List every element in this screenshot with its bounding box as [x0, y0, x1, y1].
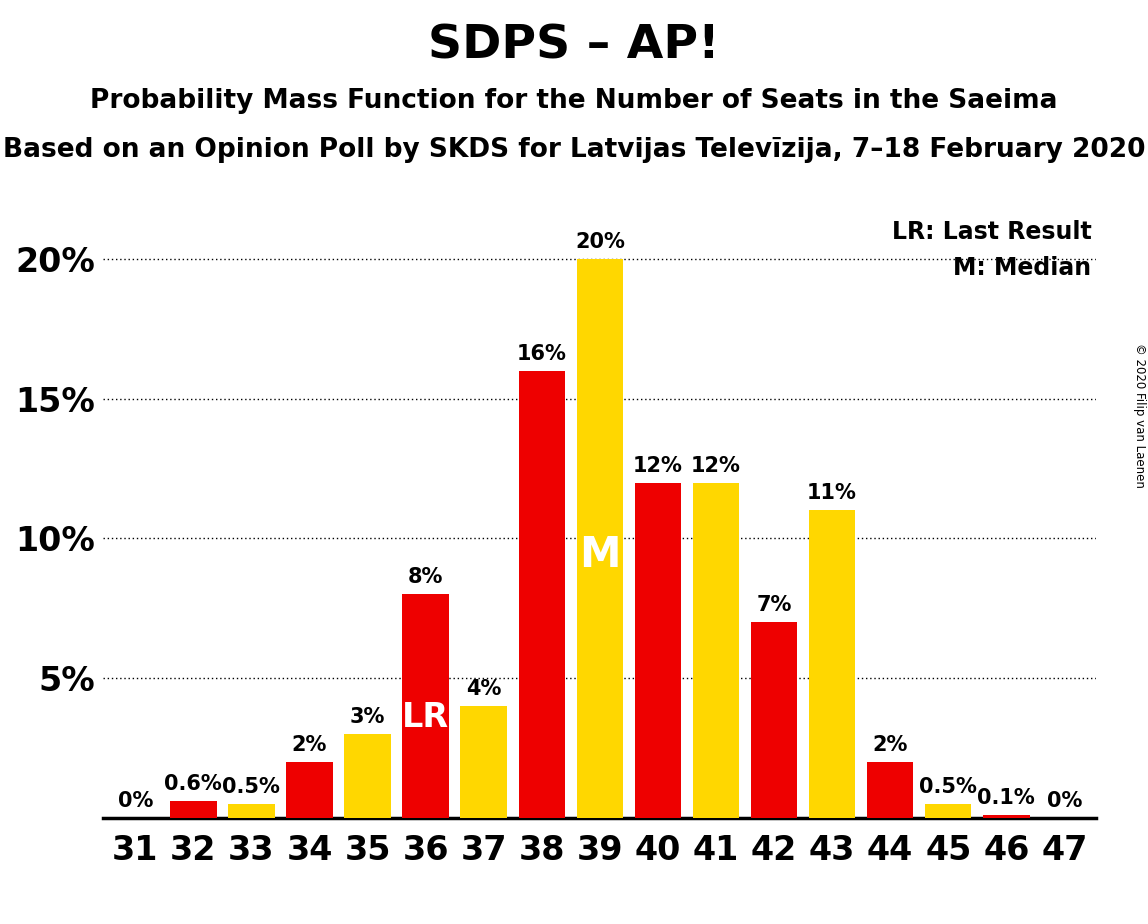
Bar [170, 801, 217, 818]
Bar [460, 706, 507, 818]
Text: 12%: 12% [633, 456, 683, 476]
Text: LR: Last Result: LR: Last Result [892, 220, 1092, 244]
Text: SDPS – AP!: SDPS – AP! [428, 23, 720, 68]
Text: 0%: 0% [117, 791, 153, 810]
Text: 20%: 20% [575, 232, 625, 252]
Text: Probability Mass Function for the Number of Seats in the Saeima: Probability Mass Function for the Number… [91, 88, 1057, 114]
Text: 0.5%: 0.5% [223, 777, 280, 796]
Text: M: Median: M: Median [953, 256, 1092, 280]
Text: 2%: 2% [872, 735, 908, 755]
Bar [403, 594, 449, 818]
Bar [983, 815, 1030, 818]
Bar [519, 371, 565, 818]
Text: 11%: 11% [807, 483, 858, 504]
Bar [925, 804, 971, 818]
Text: 12%: 12% [691, 456, 740, 476]
Bar [286, 762, 333, 818]
Bar [692, 482, 739, 818]
Text: 0.5%: 0.5% [920, 777, 977, 796]
Text: 4%: 4% [466, 679, 502, 699]
Text: 2%: 2% [292, 735, 327, 755]
Bar [751, 622, 797, 818]
Text: 0%: 0% [1047, 791, 1083, 810]
Bar [867, 762, 914, 818]
Bar [635, 482, 681, 818]
Text: 16%: 16% [517, 344, 567, 364]
Bar [344, 734, 390, 818]
Bar [576, 259, 623, 818]
Text: © 2020 Filip van Laenen: © 2020 Filip van Laenen [1133, 344, 1146, 488]
Text: 0.6%: 0.6% [164, 774, 223, 794]
Text: Based on an Opinion Poll by SKDS for Latvijas Televīzija, 7–18 February 2020: Based on an Opinion Poll by SKDS for Lat… [2, 137, 1146, 163]
Bar [809, 510, 855, 818]
Text: LR: LR [402, 700, 449, 734]
Text: 0.1%: 0.1% [977, 788, 1035, 808]
Text: M: M [579, 534, 621, 577]
Bar [228, 804, 274, 818]
Text: 8%: 8% [408, 567, 443, 588]
Text: 3%: 3% [350, 707, 386, 727]
Text: 7%: 7% [757, 595, 792, 615]
